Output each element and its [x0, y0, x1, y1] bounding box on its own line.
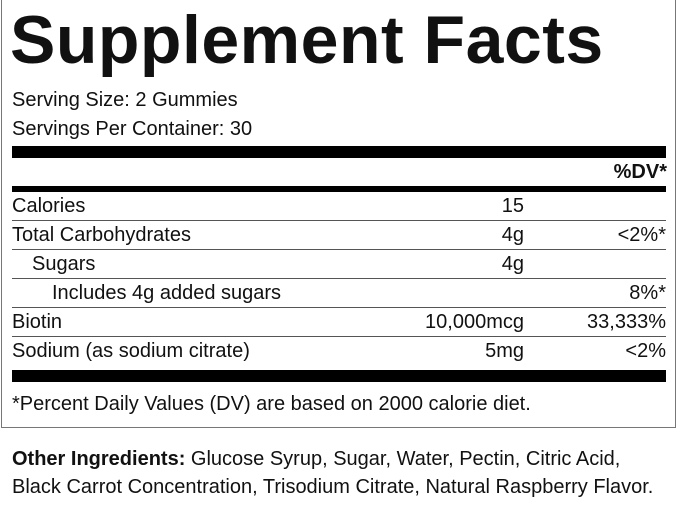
- nutrient-row: Includes 4g added sugars 8%*: [12, 279, 666, 308]
- nutrient-amount: 4g: [501, 224, 524, 246]
- nutrient-amount: 10,000mcg: [425, 311, 524, 333]
- nutrient-row: Sugars 4g: [12, 250, 666, 279]
- nutrient-name: Biotin: [12, 311, 63, 333]
- header-divider: [12, 186, 666, 192]
- bottom-divider: [12, 370, 666, 382]
- nutrient-amount: 15: [501, 195, 524, 217]
- servings-per-container: Servings Per Container: 30: [12, 118, 253, 140]
- nutrient-amount: 4g: [501, 253, 524, 275]
- other-ingredients: Other Ingredients: Glucose Syrup, Sugar,…: [12, 445, 672, 501]
- thick-divider: [12, 146, 666, 158]
- other-ingredients-label: Other Ingredients:: [12, 448, 186, 470]
- nutrient-name: Sodium (as sodium citrate): [12, 340, 250, 362]
- nutrient-row: Sodium (as sodium citrate) 5mg <2%: [12, 337, 666, 366]
- nutrient-amount: 5mg: [485, 340, 524, 362]
- nutrient-name: Total Carbohydrates: [12, 224, 191, 246]
- nutrient-dv: <2%: [625, 340, 666, 362]
- nutrient-dv: <2%*: [617, 224, 666, 246]
- footnote: *Percent Daily Values (DV) are based on …: [12, 393, 531, 415]
- nutrient-dv: 8%*: [629, 282, 666, 304]
- nutrient-row: Calories 15: [12, 192, 666, 221]
- nutrient-name: Calories: [12, 195, 86, 217]
- serving-size: Serving Size: 2 Gummies: [12, 89, 238, 111]
- nutrient-name: Sugars: [32, 253, 96, 275]
- supplement-facts-panel: [1, 0, 676, 428]
- nutrient-row: Biotin 10,000mcg 33,333%: [12, 308, 666, 337]
- panel-title: Supplement Facts: [10, 2, 604, 78]
- nutrient-name: Includes 4g added sugars: [52, 282, 282, 304]
- nutrient-row: Total Carbohydrates 4g <2%*: [12, 221, 666, 250]
- other-ingredients-text: Glucose Syrup, Sugar, Water, Pectin, Cit…: [12, 448, 654, 498]
- nutrient-dv: 33,333%: [587, 311, 666, 333]
- dv-header: %DV*: [613, 161, 667, 183]
